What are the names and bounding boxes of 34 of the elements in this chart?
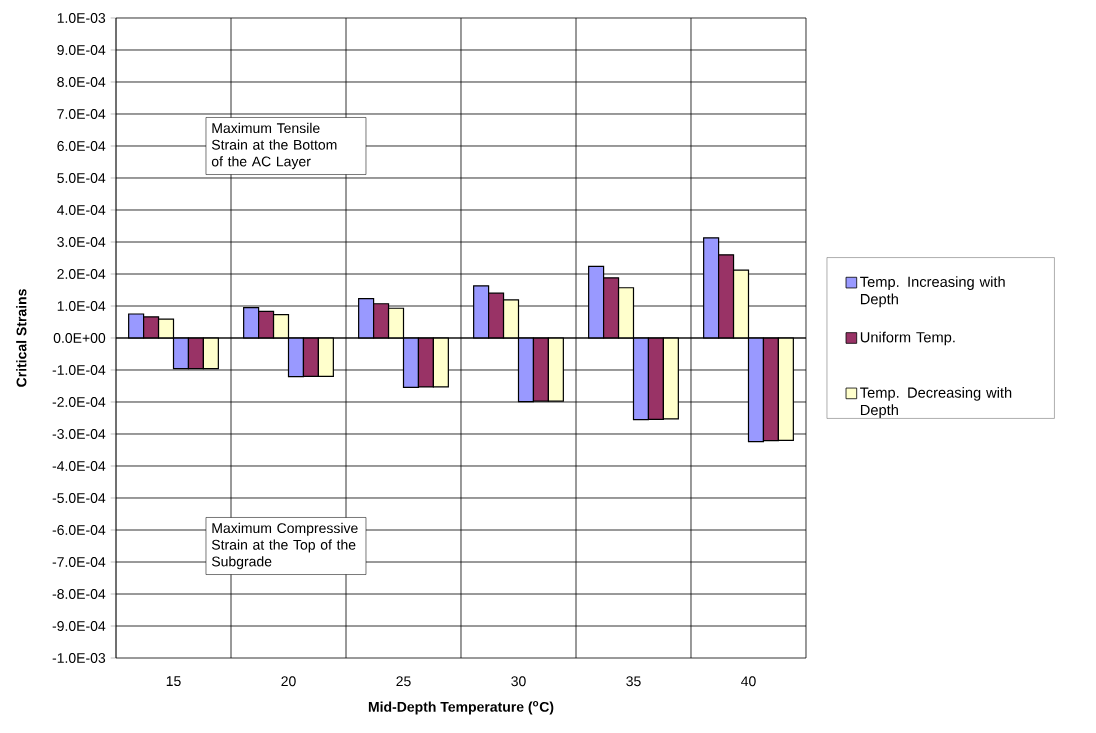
y-tick-label: -1.0E-04 <box>52 365 106 375</box>
y-tick-label: 0.0E+00 <box>53 333 106 343</box>
y-tick-label: 7.0E-04 <box>57 109 106 119</box>
y-tick-label: -7.0E-04 <box>52 557 106 567</box>
legend-label: Temp. Increasing with Depth <box>860 276 1005 308</box>
y-tick-label: -2.0E-04 <box>52 397 106 407</box>
y-tick-label: 1.0E-03 <box>57 13 106 23</box>
annotation: Maximum Tensile Strain at the Bottom of the AC Layer <box>211 122 337 170</box>
y-tick-label: 1.0E-04 <box>57 301 106 311</box>
annotation: Maximum Compressive Strain at the Top of the Subgrade <box>211 522 358 570</box>
x-tick-label: 40 <box>741 676 756 687</box>
y-tick-label: 5.0E-04 <box>57 173 106 183</box>
y-tick-label: -9.0E-04 <box>52 621 106 631</box>
y-tick-label: -1.0E-03 <box>52 653 106 663</box>
y-axis-title: Critical Strains <box>16 289 27 387</box>
y-tick-label: -5.0E-04 <box>52 493 106 503</box>
x-axis-title: Mid-Depth Temperature ($^{o}$C) <box>368 701 554 715</box>
y-tick-label: 6.0E-04 <box>57 141 106 151</box>
legend-label: Temp. Decreasing with Depth <box>860 387 1012 419</box>
y-tick-label: 8.0E-04 <box>57 77 106 87</box>
y-tick-label: 4.0E-04 <box>57 205 106 215</box>
y-tick-label: -6.0E-04 <box>52 525 106 535</box>
x-tick-label: 20 <box>281 676 296 687</box>
y-tick-label: -8.0E-04 <box>52 589 106 599</box>
x-tick-label: 15 <box>166 676 181 687</box>
x-tick-label: 30 <box>511 676 526 687</box>
x-tick-label: 25 <box>396 676 411 687</box>
legend-label: Uniform Temp. <box>860 331 955 346</box>
y-tick-label: -4.0E-04 <box>52 461 106 471</box>
x-tick-label: 35 <box>626 676 641 687</box>
y-tick-label: 2.0E-04 <box>57 269 106 279</box>
y-tick-label: 9.0E-04 <box>57 45 106 55</box>
y-tick-label: 3.0E-04 <box>57 237 106 247</box>
y-tick-label: -3.0E-04 <box>52 429 106 439</box>
